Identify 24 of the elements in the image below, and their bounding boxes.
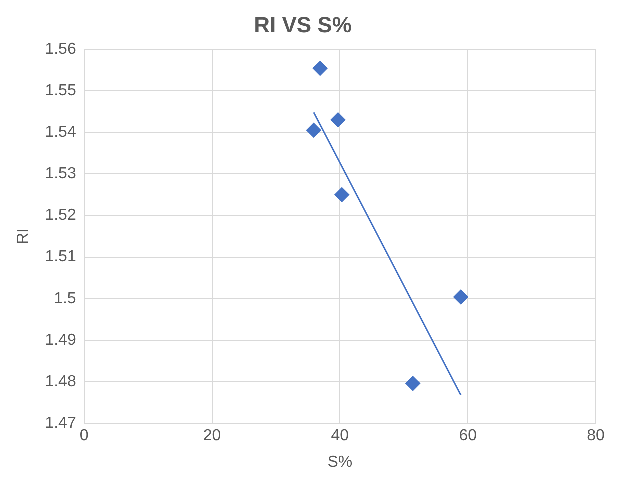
y-tick-label: 1.52 [45, 207, 76, 224]
x-tick-label: 40 [331, 428, 350, 445]
chart-title: RI VS S% [254, 12, 352, 38]
point [306, 122, 322, 138]
point [406, 376, 421, 392]
y-axis-title: RI [15, 228, 32, 244]
y-tick-label: 1.47 [45, 415, 76, 432]
point [334, 187, 350, 202]
x-axis-title: S% [328, 454, 353, 471]
x-tick-label: 20 [203, 428, 222, 445]
point [330, 112, 346, 128]
y-tick-label: 1.56 [45, 40, 76, 58]
y-tick-label: 1.48 [45, 373, 76, 390]
x-tick-label: 0 [80, 428, 89, 445]
y-tick-label: 1.5 [54, 290, 76, 308]
y-tick-label: 1.54 [45, 124, 76, 141]
y-tick-label: 1.55 [45, 82, 76, 100]
y-tick-label: 1.49 [45, 332, 76, 349]
point [454, 290, 469, 305]
x-tick-label: 60 [459, 428, 478, 445]
point [312, 61, 328, 76]
x-tick-label: 80 [587, 428, 605, 445]
y-tick-label: 1.51 [45, 248, 76, 266]
y-tick-label: 1.53 [45, 166, 76, 183]
